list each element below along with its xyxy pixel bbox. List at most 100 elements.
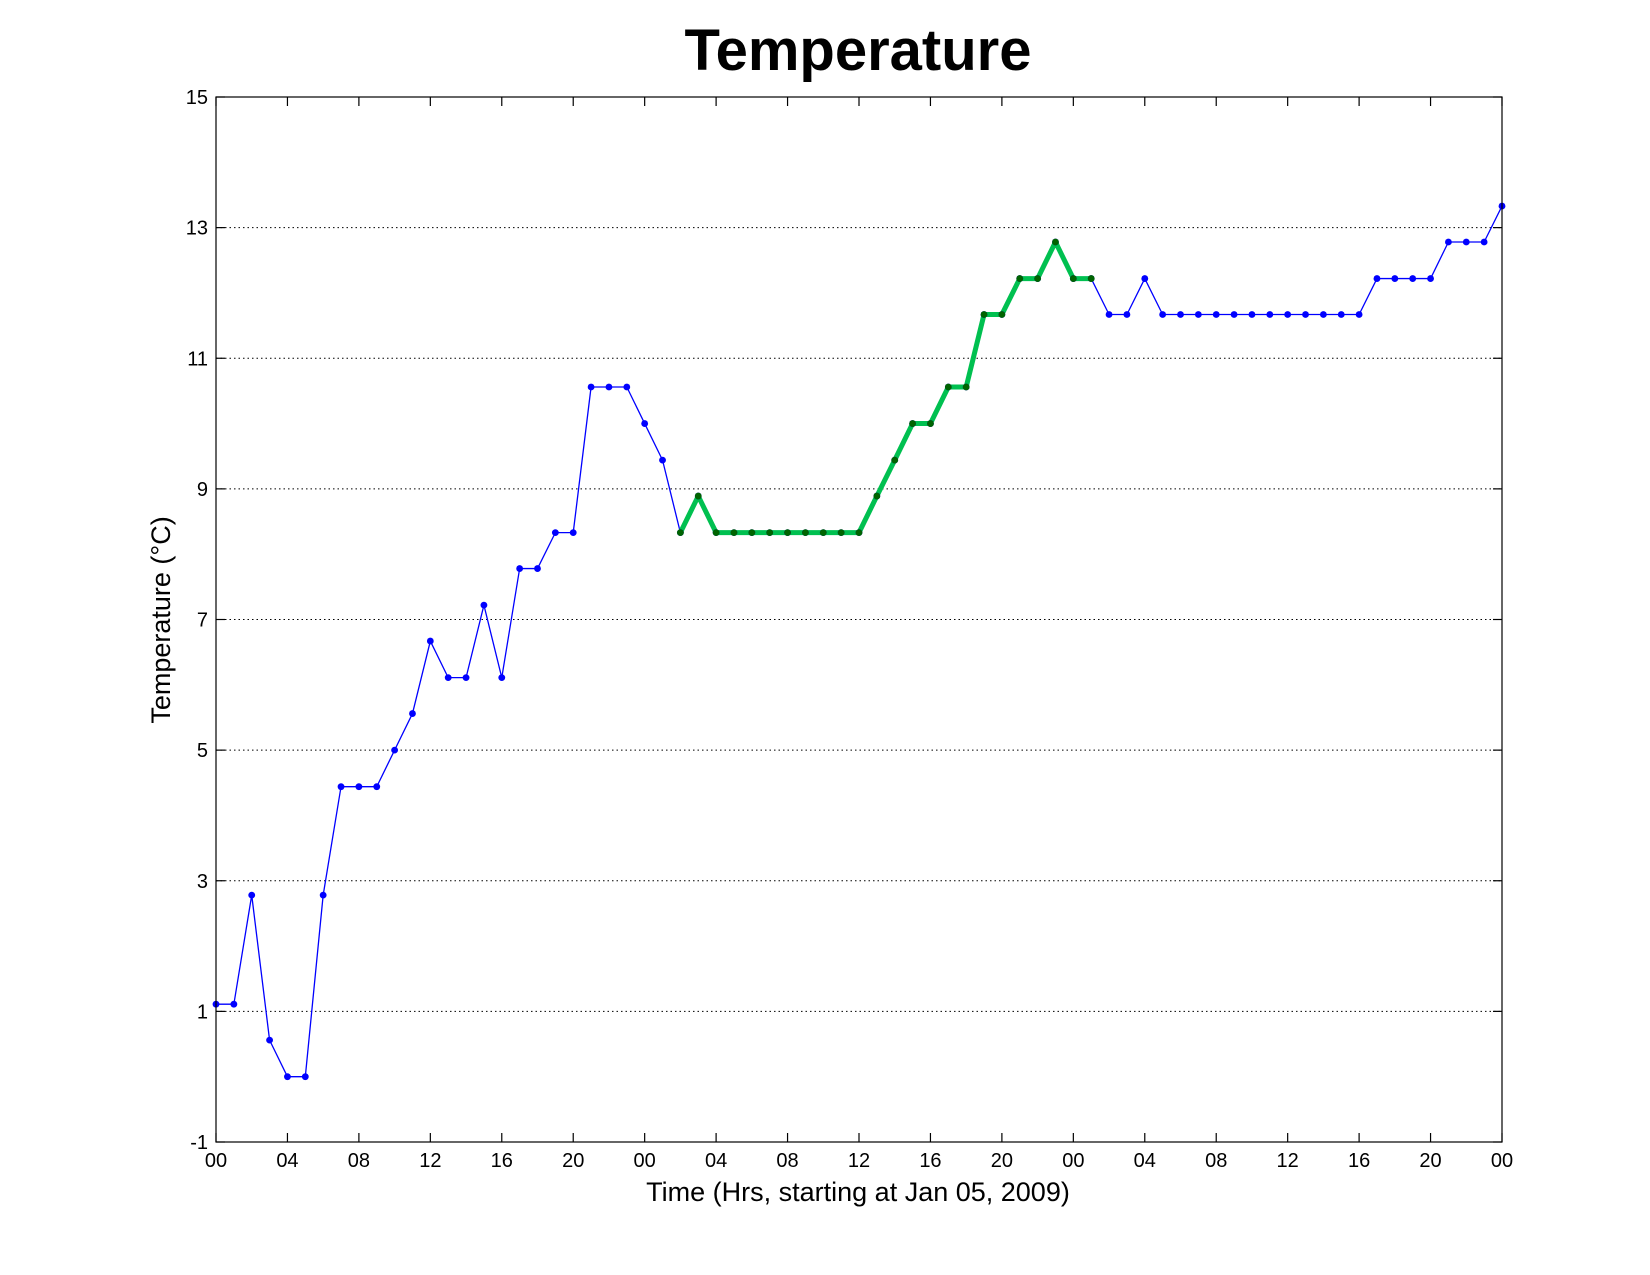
data-point: [766, 529, 774, 537]
x-tick-label: 12: [848, 1150, 870, 1172]
data-point: [641, 420, 649, 427]
data-point: [873, 492, 881, 500]
data-point: [355, 783, 363, 791]
data-point: [569, 529, 577, 537]
x-tick-label: 08: [776, 1150, 798, 1172]
data-point: [587, 383, 595, 391]
data-point: [1069, 275, 1077, 282]
y-tick-label: 11: [187, 348, 208, 370]
x-tick-label: 20: [991, 1150, 1013, 1172]
data-point: [534, 565, 541, 572]
data-point: [962, 383, 970, 391]
data-point: [230, 1000, 238, 1008]
data-point: [301, 1073, 309, 1081]
data-point: [1194, 311, 1202, 318]
data-point: [1230, 311, 1238, 318]
data-point: [480, 601, 488, 609]
data-point: [944, 383, 952, 391]
data-point: [1319, 311, 1327, 318]
x-axis-label: Time (Hrs, starting at Jan 05, 2009): [646, 1177, 1070, 1207]
data-point: [837, 529, 845, 537]
x-tick-label: 08: [1205, 1150, 1227, 1172]
y-tick-label: 1: [197, 1001, 208, 1023]
y-gridlines: [216, 227, 1502, 1012]
y-tick-label: 7: [197, 610, 208, 632]
data-point: [444, 674, 452, 682]
x-tick-label: 16: [491, 1150, 513, 1172]
x-tick-label: 00: [205, 1150, 227, 1172]
data-point: [409, 710, 416, 717]
y-tick-label: 5: [197, 740, 208, 762]
data-point: [462, 674, 470, 682]
x-tick-label: 08: [348, 1150, 370, 1172]
data-point: [1266, 311, 1274, 318]
data-point: [1284, 311, 1292, 318]
data-point: [1337, 311, 1345, 318]
plot-frame: [215, 96, 1503, 1143]
x-tick-label: 16: [1348, 1150, 1370, 1172]
y-tick-label: 9: [197, 479, 208, 501]
x-tick-label: 04: [1134, 1150, 1156, 1172]
data-point: [855, 529, 863, 537]
data-point: [1302, 311, 1309, 318]
data-point: [1016, 275, 1024, 282]
data-point: [498, 674, 506, 682]
data-point: [1445, 238, 1452, 246]
data-point: [426, 637, 434, 645]
data-point: [1409, 275, 1417, 282]
data-point: [712, 529, 720, 537]
data-point: [748, 529, 756, 537]
data-point: [623, 383, 631, 391]
data-point: [248, 891, 256, 899]
data-point: [319, 891, 327, 899]
data-point: [1391, 275, 1399, 282]
x-tick-label: 00: [1491, 1150, 1513, 1172]
x-tick-label: 00: [1062, 1150, 1084, 1172]
data-point: [891, 456, 899, 464]
x-tick-label: 16: [919, 1150, 941, 1172]
data-point: [1141, 275, 1149, 282]
y-tick-label: 15: [186, 87, 208, 109]
data-point: [1373, 275, 1381, 282]
data-point: [516, 565, 524, 572]
data-point: [676, 529, 684, 537]
data-point: [1034, 275, 1042, 282]
axis-ticks: [215, 96, 1503, 1143]
data-point: [605, 383, 613, 391]
x-tick-label: 20: [1419, 1150, 1441, 1172]
data-point: [909, 420, 916, 427]
data-point: [659, 456, 666, 464]
y-tick-label: 13: [186, 218, 208, 240]
data-point: [819, 529, 827, 537]
series-line-1: [215, 205, 1503, 1078]
data-point: [730, 529, 738, 537]
x-tick-label: 04: [705, 1150, 727, 1172]
x-tick-label: 04: [276, 1150, 298, 1172]
x-tick-label: 00: [634, 1150, 656, 1172]
data-point: [1087, 275, 1095, 282]
data-point: [802, 529, 809, 537]
data-point: [551, 529, 559, 537]
data-point: [284, 1073, 291, 1081]
data-point: [1480, 238, 1488, 246]
y-axis-label: Temperature (°C): [146, 516, 176, 723]
data-point: [337, 783, 345, 791]
x-tick-label: 12: [419, 1150, 441, 1172]
series-layer: [212, 202, 1506, 1081]
data-point: [998, 311, 1006, 318]
data-point: [1355, 311, 1363, 318]
data-point: [1159, 311, 1167, 318]
y-tick-label: 3: [197, 871, 208, 893]
x-tick-label: 20: [562, 1150, 584, 1172]
data-point: [927, 420, 934, 427]
data-point: [1052, 238, 1059, 246]
data-point: [980, 311, 988, 318]
data-point: [1462, 238, 1470, 246]
data-point: [1248, 311, 1256, 318]
data-point: [784, 529, 791, 537]
data-point: [373, 783, 381, 791]
x-tick-label: 12: [1277, 1150, 1299, 1172]
data-point: [1123, 311, 1131, 318]
